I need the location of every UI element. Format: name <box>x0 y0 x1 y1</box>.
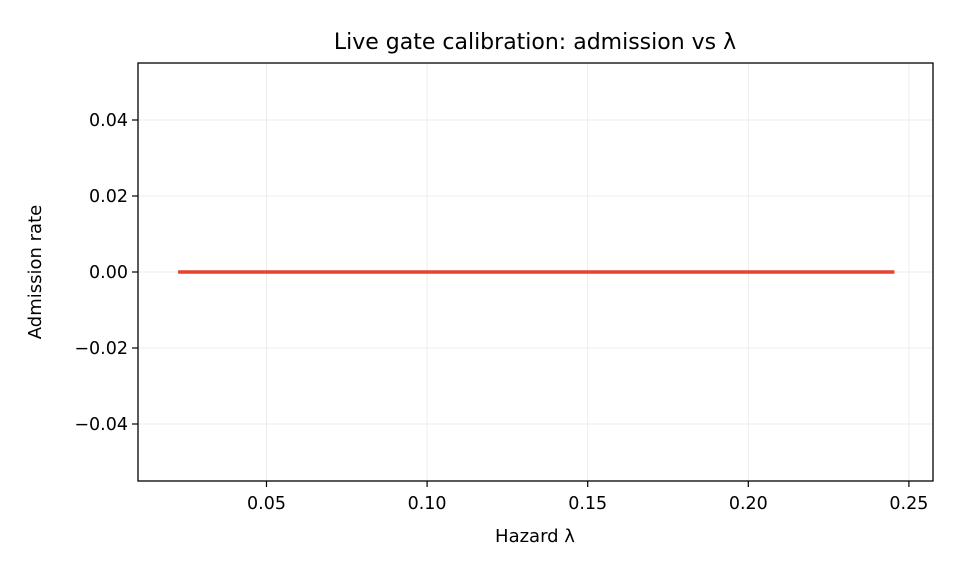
grid-layer <box>138 63 933 481</box>
y-axis: −0.04 −0.02 0.00 0.02 0.04 <box>74 111 138 435</box>
x-axis-label: Hazard λ <box>495 526 575 547</box>
x-tick-label: 0.05 <box>247 494 286 514</box>
x-tick-label: 0.25 <box>889 494 928 514</box>
y-axis-label: Admission rate <box>25 205 46 339</box>
y-tick-label: −0.04 <box>74 415 128 435</box>
y-tick-label: −0.02 <box>74 339 128 359</box>
y-tick-label: 0.00 <box>89 263 128 283</box>
chart-title: Live gate calibration: admission vs λ <box>334 30 736 55</box>
x-axis: 0.05 0.10 0.15 0.20 0.25 <box>247 481 928 514</box>
x-tick-label: 0.10 <box>408 494 447 514</box>
y-tick-label: 0.02 <box>89 187 128 207</box>
x-tick-label: 0.20 <box>729 494 768 514</box>
x-tick-label: 0.15 <box>568 494 607 514</box>
y-tick-label: 0.04 <box>89 111 128 131</box>
